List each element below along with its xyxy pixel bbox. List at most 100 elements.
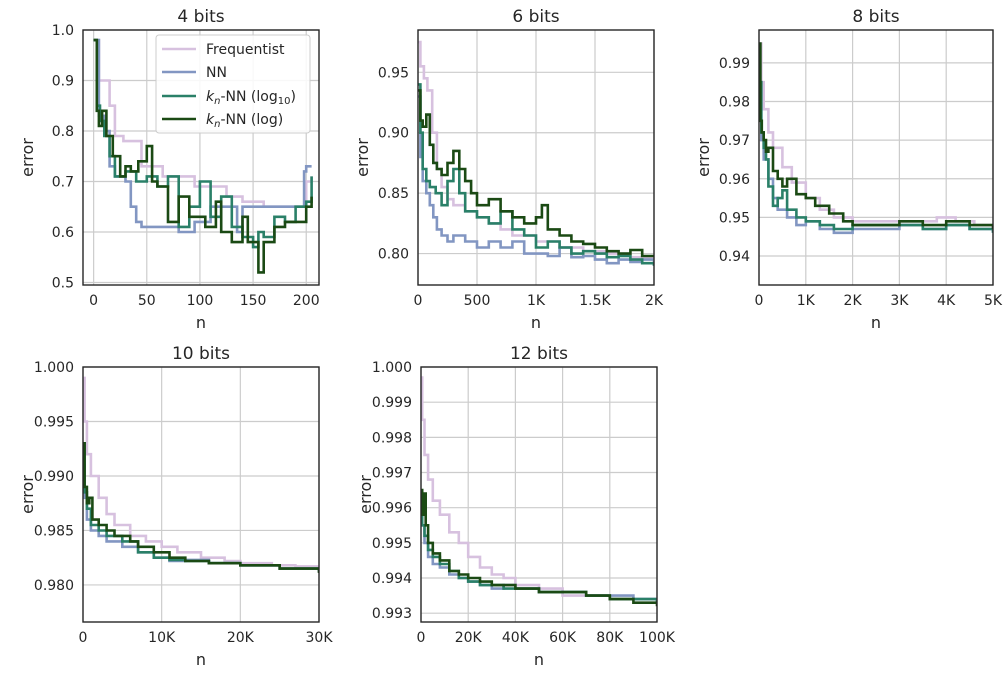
y-tick-label: 0.997 <box>372 466 412 482</box>
x-tick-label: 1.5K <box>579 293 611 309</box>
panel-title: 4 bits <box>177 7 224 27</box>
y-tick-label: 0.80 <box>378 247 409 263</box>
series-line-kn-nn-log10- <box>93 38 313 249</box>
plot-frame <box>758 29 994 286</box>
legend-label-nn: NN <box>206 65 227 81</box>
legend-label-kn-log10: kn-NN (log10) <box>206 89 296 107</box>
x-tick-label: 20K <box>227 630 255 646</box>
series-group <box>421 376 657 607</box>
x-tick-label: 60K <box>549 630 577 646</box>
x-tick-label: 500 <box>464 293 491 309</box>
y-tick-label: 0.7 <box>52 174 74 190</box>
y-tick-label: 0.994 <box>372 571 412 587</box>
x-tick-label: 80K <box>596 630 624 646</box>
y-tick-label: 0.996 <box>372 501 412 517</box>
x-tick-label: 3K <box>890 293 909 309</box>
y-tick-label: 0.993 <box>372 606 412 622</box>
x-tick-label: 4K <box>937 293 956 309</box>
panel-4: 0 20K 40K 60K 80K 100K 0.993 0.994 0.995 0.996 0.9… <box>356 344 676 669</box>
series-line-nn <box>418 95 654 266</box>
y-tick-label: 0.9 <box>52 73 74 89</box>
legend-label-kn-log: kn-NN (log) <box>206 112 283 130</box>
y-axis-label: error <box>18 475 37 514</box>
y-tick-label: 0.999 <box>372 395 412 411</box>
legend: Frequentist NN kn-NN (log10) kn-NN (log) <box>155 34 311 134</box>
series-line-kn-nn-log- <box>83 442 319 573</box>
panel-3: 0 10K 20K 30K 0.980 0.985 0.990 0.995 1.000 10 bi… <box>18 344 333 669</box>
x-tick-label: 0 <box>414 293 423 309</box>
plot-frame <box>82 366 320 623</box>
y-axis-label: error <box>353 138 372 177</box>
y-tick-label: 0.85 <box>378 186 409 202</box>
x-axis-label: n <box>534 650 544 669</box>
x-tick-label: 0 <box>89 293 98 309</box>
panel-1: 0 500 1K 1.5K 2K 0.80 0.85 0.90 0.95 6 bits n error <box>353 7 664 332</box>
y-tick-label: 0.995 <box>34 414 74 430</box>
x-tick-label: 30K <box>306 630 334 646</box>
y-tick-label: 0.998 <box>372 430 412 446</box>
panel-title: 8 bits <box>852 7 899 27</box>
y-tick-label: 0.95 <box>719 210 750 226</box>
x-tick-label: 2K <box>844 293 863 309</box>
series-line-kn-nn-log- <box>759 42 993 229</box>
series-line-frequentist <box>759 42 993 229</box>
plot-area <box>421 367 657 622</box>
series-line-frequentist <box>83 376 319 569</box>
x-axis-label: n <box>531 313 541 332</box>
y-axis-label: error <box>694 138 713 177</box>
y-tick-label: 0.995 <box>372 536 412 552</box>
plot-area <box>83 367 319 622</box>
series-line-frequentist <box>421 376 657 603</box>
x-tick-label: 0 <box>417 630 426 646</box>
plot-area <box>759 30 993 285</box>
series-group <box>83 376 319 573</box>
series-line-kn-nn-log- <box>418 89 654 258</box>
series-line-kn-nn-log- <box>421 488 657 607</box>
series-group <box>759 42 993 235</box>
x-tick-label: 200 <box>293 293 320 309</box>
panel-title: 12 bits <box>510 344 568 364</box>
y-tick-label: 0.990 <box>34 469 74 485</box>
y-tick-label: 1.0 <box>52 23 74 39</box>
x-tick-label: 100K <box>639 630 676 646</box>
y-tick-label: 0.97 <box>719 133 750 149</box>
y-tick-label: 0.8 <box>52 124 74 140</box>
panel-title: 10 bits <box>172 344 230 364</box>
panel-2: 0 1K 2K 3K 4K 5K 0.94 0.95 0.96 0.97 0.98 0.99 8 bit… <box>694 7 1003 332</box>
y-tick-label: 0.98 <box>719 94 750 110</box>
y-tick-label: 0.94 <box>719 249 750 265</box>
plot-frame <box>82 29 320 286</box>
panel-title: 6 bits <box>512 7 559 27</box>
series-line-kn-nn-log- <box>93 38 313 274</box>
y-tick-label: 1.000 <box>372 360 412 376</box>
y-axis-label: error <box>18 138 37 177</box>
x-tick-label: 50 <box>138 293 156 309</box>
x-tick-label: 100 <box>187 293 214 309</box>
plot-frame <box>420 366 658 623</box>
x-tick-label: 0 <box>79 630 88 646</box>
x-tick-label: 2K <box>645 293 664 309</box>
y-tick-label: 0.96 <box>719 172 750 188</box>
y-tick-label: 0.985 <box>34 523 74 539</box>
series-group <box>93 38 313 274</box>
x-tick-label: 1K <box>527 293 546 309</box>
x-tick-label: 1K <box>797 293 816 309</box>
series-group <box>418 40 654 266</box>
plot-frame <box>417 29 655 286</box>
x-tick-label: 10K <box>148 630 176 646</box>
y-tick-label: 0.99 <box>719 56 750 72</box>
panels: 0 50 100 150 200 0.5 0.6 0.7 0.8 0.9 1.0 4 bits n err… <box>18 7 1003 669</box>
x-axis-label: n <box>196 650 206 669</box>
legend-box <box>155 34 311 134</box>
y-tick-label: 0.980 <box>34 578 74 594</box>
x-tick-label: 40K <box>502 630 530 646</box>
y-axis-label: error <box>356 475 375 514</box>
y-tick-label: 1.000 <box>34 360 74 376</box>
y-tick-label: 0.95 <box>378 65 409 81</box>
y-tick-label: 0.6 <box>52 225 74 241</box>
y-tick-label: 0.90 <box>378 126 409 142</box>
series-line-kn-nn-log10- <box>759 80 993 233</box>
legend-label-frequentist: Frequentist <box>206 42 285 58</box>
x-tick-label: 150 <box>240 293 267 309</box>
